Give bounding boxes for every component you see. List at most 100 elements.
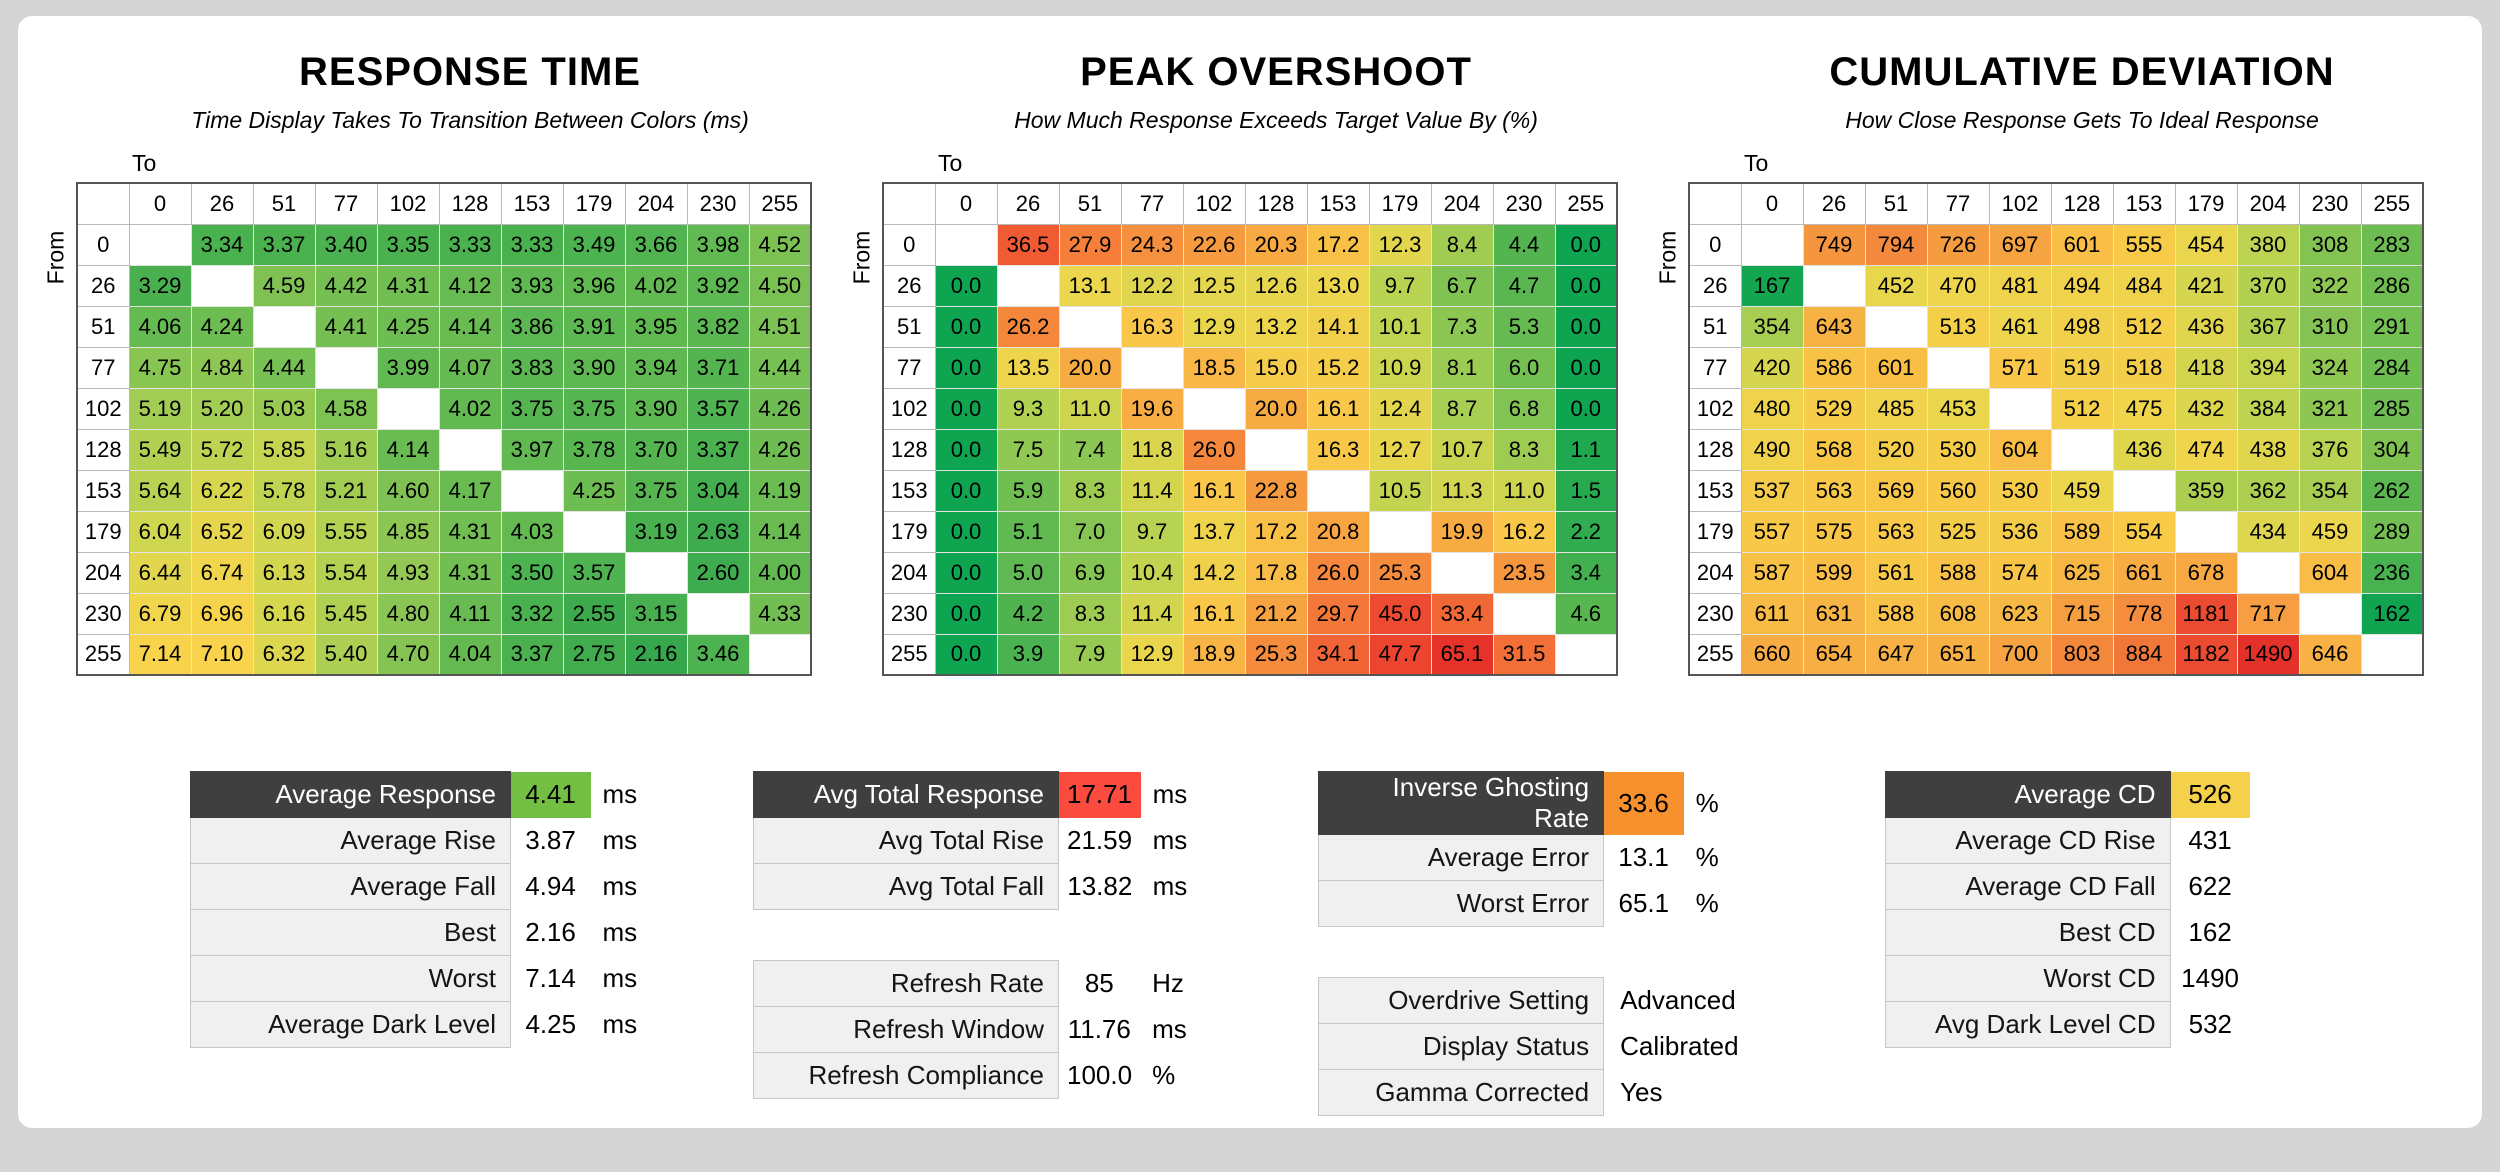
summary-unit: ms [602,779,638,809]
heatmap-cell: 525 [1926,510,1990,553]
heatmap-cell: 0.0 [934,346,998,389]
row-header: 51 [882,305,936,348]
heatmap-cell: 0.0 [934,305,998,348]
heatmap-cell: 10.4 [1120,551,1184,594]
summary-unit: % [1695,787,1719,818]
heatmap-cell: 474 [2174,428,2238,471]
heatmap-cell: 3.98 [686,223,750,266]
row-header: 26 [1688,264,1742,307]
heatmap-cell: 0.0 [934,633,998,676]
heatmap-cell: 3.93 [500,264,564,307]
heatmap-cell: 611 [1740,592,1804,635]
heatmap-row: 0 3.34 3.37 3.40 3.35 3.33 3.33 3.49 3.66 3.98 4.5… [76,223,812,266]
heatmap-row: 77 4.75 4.84 4.44 3.99 4.07 3.83 3.90 3.94 3.71 4.… [76,346,812,389]
heatmap-cell: 4.59 [252,264,316,307]
heatmap-cell: 631 [1802,592,1866,635]
summary-label: Worst Error [1318,880,1605,927]
heatmap-cell: 10.7 [1430,428,1494,471]
heatmap-cell [1864,305,1928,348]
heatmap-cell: 654 [1802,633,1866,676]
heatmap-cell: 700 [1988,633,2052,676]
heatmap-cell: 749 [1802,223,1866,266]
heatmap-cell: 6.22 [190,469,254,512]
summary-table-row: Gamma Corrected Yes [1318,1069,1748,1116]
heatmap-cell: 65.1 [1430,633,1494,676]
summary-label: Average CD Fall [1884,863,2171,910]
heatmap-cell: 17.2 [1306,223,1370,266]
heatmap-cell: 289 [2360,510,2424,553]
col-header: 77 [1926,182,1990,225]
summary-label: Average Fall [190,863,511,910]
heatmap-cell: 3.19 [624,510,688,553]
heatmap-row: 179 0.0 5.1 7.0 9.7 13.7 17.2 20.8 19.9 16.2 2.2 [882,510,1618,553]
heatmap-cell: 16.3 [1306,428,1370,471]
row-header: 230 [882,592,936,635]
row-header: 26 [882,264,936,307]
heatmap-cell: 7.0 [1058,510,1122,553]
heatmap-cell [2050,428,2114,471]
heatmap-cell: 0.0 [934,469,998,512]
summary-label: Average Dark Level [190,1001,511,1048]
heatmap-cell: 512 [2050,387,2114,430]
row-header: 204 [76,551,130,594]
summary-label: Display Status [1318,1023,1605,1070]
col-header: 204 [624,182,688,225]
summary-table-row: Worst Error 65.1% [1318,880,1736,927]
heatmap-cell: 13.2 [1244,305,1308,348]
peak-overshoot-subtitle: How Much Response Exceeds Target Value B… [1014,107,1538,133]
heatmap-cell: 36.5 [996,223,1060,266]
heatmap-cell: 454 [2174,223,2238,266]
summary-value: 2.16 [525,917,576,947]
heatmap-cell: 19.6 [1120,387,1184,430]
heatmap-cell: 3.71 [686,346,750,389]
heatmap-cell: 470 [1926,264,1990,307]
col-header: 255 [1554,182,1618,225]
row-header: 0 [882,223,936,266]
heatmap-row: 179 6.04 6.52 6.09 5.55 4.85 4.31 4.03 3.19 2.63 4… [76,510,812,553]
heatmap-cell: 3.75 [562,387,626,430]
heatmap-row: 128 5.49 5.72 5.85 5.16 4.14 3.97 3.78 3.70 3.37 4… [76,428,812,471]
heatmap-cell [934,223,998,266]
heatmap-cell: 4.07 [438,346,502,389]
heatmap-cell: 4.58 [314,387,378,430]
heatmap-cell: 0.0 [1554,387,1618,430]
heatmap-cell: 2.63 [686,510,750,553]
heatmap-cell: 601 [2050,223,2114,266]
heatmap-cell: 0.0 [1554,264,1618,307]
heatmap-cell: 3.9 [996,633,1060,676]
heatmap-cell: 12.5 [1182,264,1246,307]
summary-table-row: Average Error 13.1% [1318,834,1736,881]
col-header: 204 [2236,182,2300,225]
heatmap-cell: 394 [2236,346,2300,389]
heatmap-cell: 3.82 [686,305,750,348]
heatmap-cell: 3.75 [624,469,688,512]
row-header: 230 [1688,592,1742,635]
row-header: 204 [1688,551,1742,594]
heatmap-cell: 697 [1988,223,2052,266]
heatmap-cell: 5.0 [996,551,1060,594]
summary-value: 21.59 [1067,825,1133,855]
heatmap-cell: 8.4 [1430,223,1494,266]
heatmap-cell: 0.0 [934,387,998,430]
summary-label: Refresh Window [753,1006,1059,1053]
summary-table-row: Refresh Rate 85 Hz [753,960,1193,1007]
summary-value: 532 [2188,1009,2233,1039]
heatmap-row: 255 0.0 3.9 7.9 12.9 18.9 25.3 34.1 47.7 65.1 31.5 [882,633,1618,676]
settings-summary: Overdrive Setting Advanced Display Status C… [1318,977,1748,1116]
heatmap-cell: 5.64 [128,469,192,512]
heatmap-cell [2360,633,2424,676]
settings-summary-table: Overdrive Setting Advanced Display Status C… [1318,977,1748,1116]
heatmap-cell: 3.40 [314,223,378,266]
col-header: 0 [934,182,998,225]
heatmap-cell: 6.74 [190,551,254,594]
heatmap-cell: 3.32 [500,592,564,635]
heatmap-cell: 45.0 [1368,592,1432,635]
col-header: 128 [2050,182,2114,225]
heatmap-cell: 5.19 [128,387,192,430]
summary-unit: Hz [1152,968,1184,998]
heatmap-cell: 13.5 [996,346,1060,389]
heatmap-cell: 537 [1740,469,1804,512]
heatmap-cell: 418 [2174,346,2238,389]
summary-label: Gamma Corrected [1318,1069,1605,1116]
heatmap-cell: 3.33 [438,223,502,266]
